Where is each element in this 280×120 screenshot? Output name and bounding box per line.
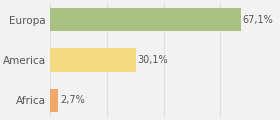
Text: 67,1%: 67,1%	[243, 15, 274, 25]
Bar	[50, 48, 136, 72]
Bar	[50, 89, 58, 112]
Bar	[50, 8, 241, 31]
Text: 2,7%: 2,7%	[60, 95, 85, 105]
Text: 30,1%: 30,1%	[138, 55, 169, 65]
